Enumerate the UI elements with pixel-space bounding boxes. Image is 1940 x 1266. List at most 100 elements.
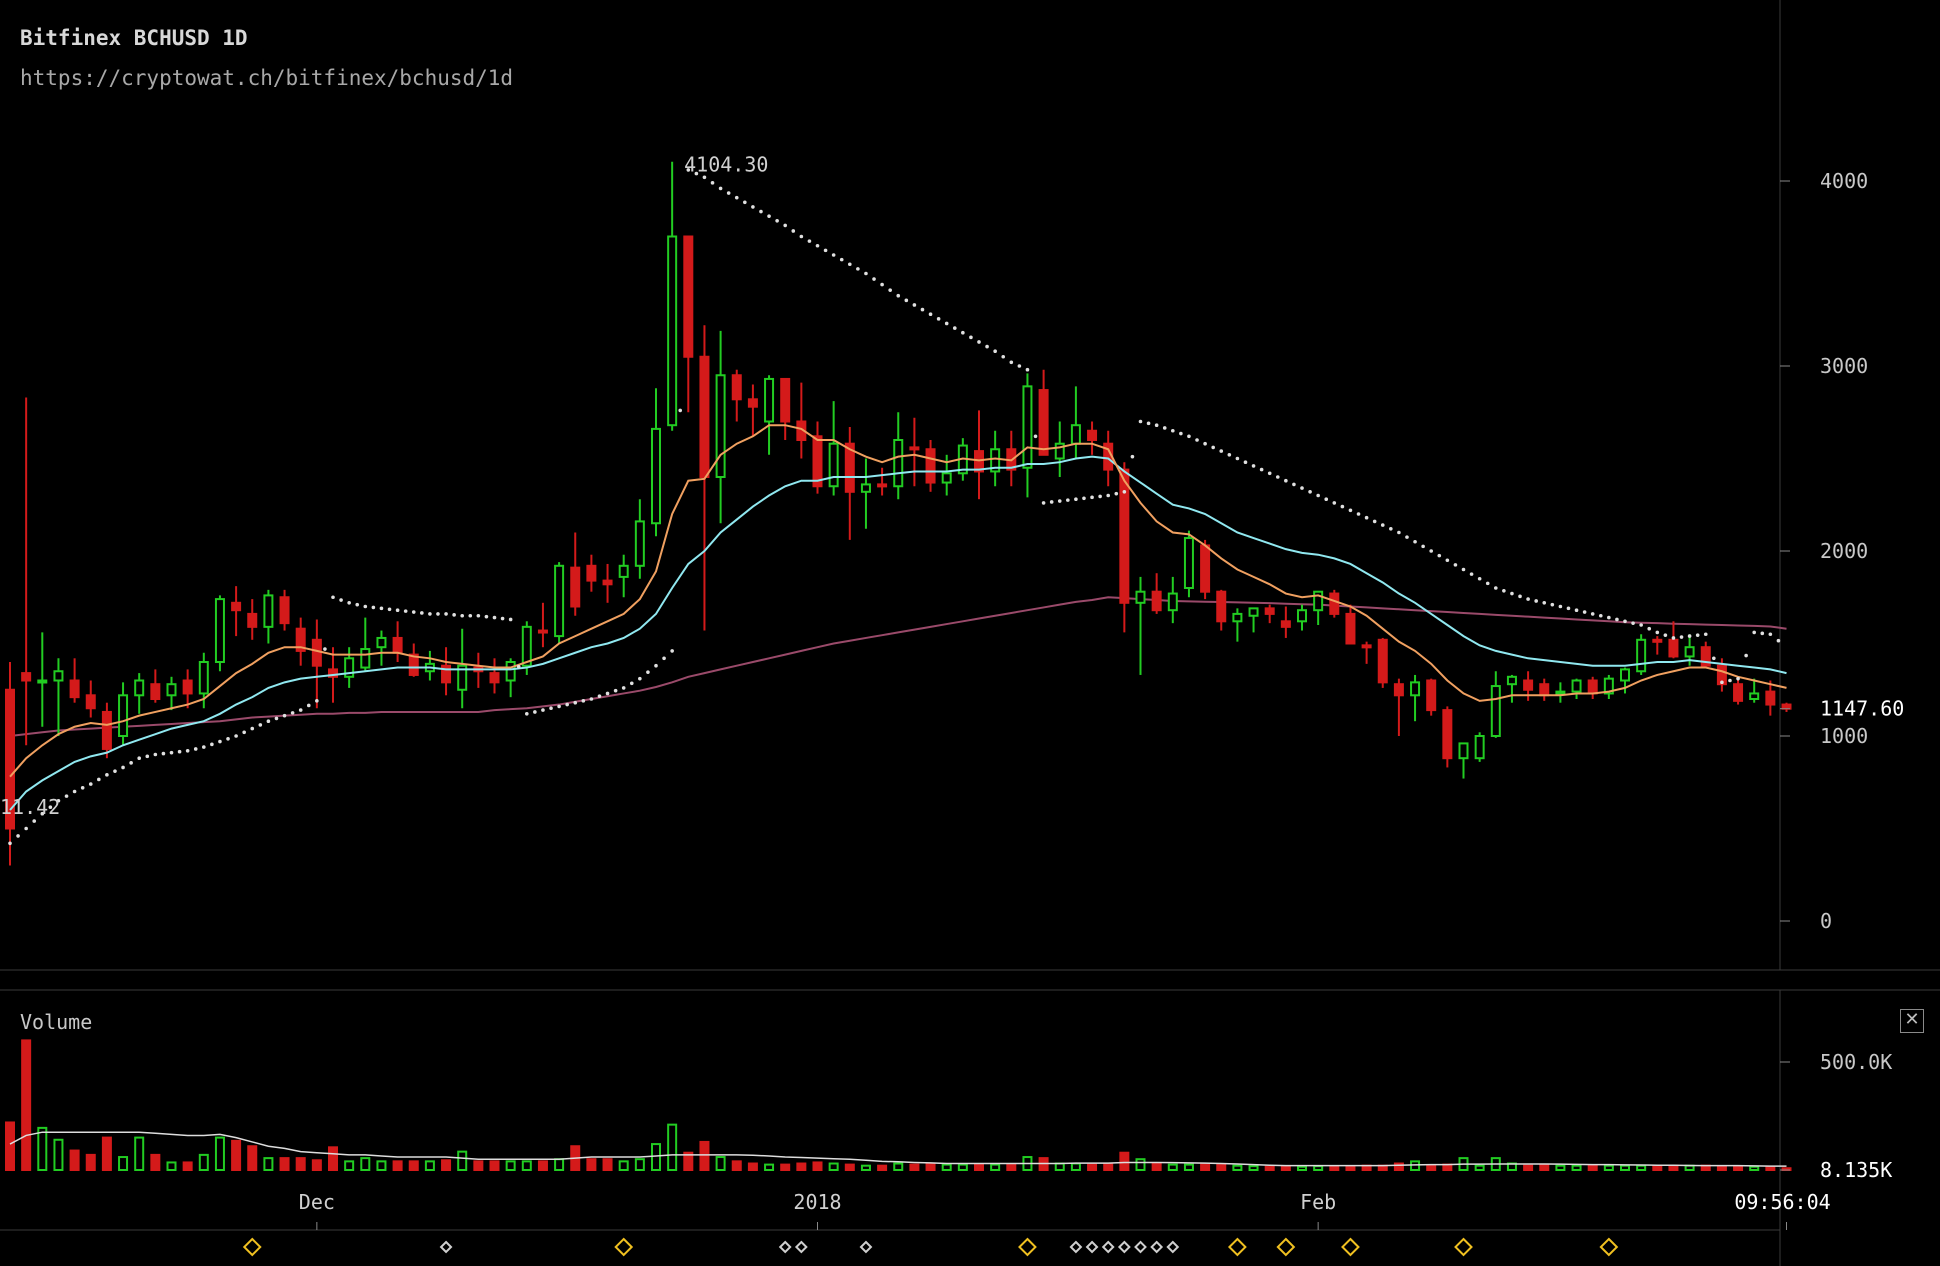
- close-icon[interactable]: ✕: [1900, 1009, 1924, 1033]
- candle-body: [1426, 679, 1437, 712]
- psar-dot: [1074, 497, 1078, 502]
- candle: [1216, 589, 1227, 631]
- psar-dot: [1429, 549, 1433, 553]
- psar-dot: [282, 713, 287, 718]
- psar-dot: [533, 710, 537, 714]
- candle: [1248, 607, 1259, 633]
- psar-dot: [1009, 360, 1014, 365]
- psar-dot: [743, 200, 747, 205]
- last-price-label: 1147.60: [1820, 697, 1904, 721]
- volume-bar: [5, 1121, 15, 1171]
- psar-dot: [791, 229, 796, 233]
- candle-body: [667, 235, 678, 427]
- high-price-label: 4104.30: [684, 153, 768, 177]
- psar-dot: [266, 719, 271, 723]
- candle-body: [1587, 679, 1598, 695]
- psar-dot: [1146, 421, 1151, 426]
- candle: [1458, 742, 1469, 779]
- candle-body: [198, 661, 209, 695]
- candle: [1313, 590, 1324, 625]
- psar-dot: [1736, 676, 1740, 681]
- candle-body: [247, 612, 258, 628]
- event-marker-diamond: [778, 1240, 792, 1254]
- psar-dot: [557, 704, 561, 709]
- candle-body: [1652, 638, 1663, 643]
- candle: [1539, 678, 1550, 701]
- candle: [1038, 369, 1049, 456]
- volume-bar: [731, 1160, 742, 1171]
- psar-dot: [1308, 490, 1312, 494]
- volume-bar: [1668, 1164, 1679, 1172]
- psar-dot: [113, 769, 117, 773]
- psar-dot: [1485, 581, 1490, 586]
- candle: [1054, 421, 1065, 477]
- candle-body: [1264, 607, 1275, 615]
- candle-body: [489, 672, 500, 684]
- psar-dot: [549, 706, 553, 711]
- psar-dot: [56, 798, 61, 803]
- psar-dot: [80, 786, 85, 790]
- candle-body: [780, 377, 791, 423]
- psar-dot: [710, 181, 715, 185]
- psar-dot: [896, 293, 901, 298]
- candle: [1652, 636, 1663, 655]
- volume-bar: [667, 1123, 678, 1172]
- low-price-label: 11.42: [0, 795, 60, 819]
- candle-body: [279, 596, 290, 625]
- psar-dot: [1251, 464, 1256, 468]
- psar-dot: [1275, 475, 1280, 479]
- candle-body: [683, 235, 694, 358]
- psar-dot: [1187, 434, 1191, 439]
- psar-dot: [977, 340, 981, 344]
- volume-bar: [1103, 1162, 1114, 1172]
- volume-bar: [860, 1164, 871, 1172]
- price-tick-label: 2000: [1820, 539, 1868, 563]
- psar-dot: [193, 747, 198, 751]
- volume-bar: [21, 1039, 32, 1172]
- candle: [618, 554, 629, 598]
- volume-bar: [796, 1162, 807, 1172]
- psar-dot: [1203, 441, 1207, 446]
- volume-bar: [844, 1163, 855, 1171]
- candle-body: [1733, 683, 1744, 702]
- volume-bar: [1733, 1165, 1744, 1172]
- volume-bar: [1280, 1165, 1291, 1172]
- psar-dot: [751, 205, 755, 209]
- volume-bar: [764, 1163, 775, 1171]
- candle-body: [1329, 592, 1340, 615]
- psar-dot: [1712, 656, 1716, 661]
- psar-dot: [775, 218, 779, 223]
- candle: [683, 235, 694, 413]
- psar-dot: [1292, 482, 1296, 487]
- volume-bar: [457, 1150, 468, 1172]
- psar-dot: [1057, 499, 1062, 503]
- chart-url[interactable]: https://cryptowat.ch/bitfinex/bchusd/1d: [20, 66, 514, 90]
- psar-dot: [145, 754, 150, 759]
- candle: [1361, 641, 1372, 664]
- psar-dot: [1752, 630, 1756, 635]
- parabolic-sar-dots: 4104.30 11.42: [0, 153, 1781, 846]
- event-marker-diamond: [1599, 1237, 1619, 1257]
- psar-dot: [872, 277, 876, 281]
- volume-bar: [263, 1157, 274, 1171]
- psar-dot: [169, 750, 174, 755]
- candle: [1167, 576, 1178, 624]
- volume-bar: [1054, 1162, 1065, 1172]
- volume-bar: [424, 1160, 435, 1171]
- psar-dot: [856, 267, 860, 271]
- psar-dot: [1389, 527, 1393, 531]
- psar-dot: [1639, 623, 1643, 627]
- candle: [1587, 676, 1598, 699]
- psar-dot: [218, 739, 222, 744]
- psar-dot: [613, 688, 618, 693]
- volume-bar: [602, 1158, 613, 1171]
- volume-bar: [828, 1162, 839, 1172]
- candle: [344, 647, 355, 688]
- candle-body: [1183, 537, 1194, 589]
- psar-dot: [242, 730, 246, 735]
- psar-dot: [379, 606, 384, 611]
- candle: [1442, 706, 1453, 768]
- psar-dot: [944, 321, 949, 326]
- psar-dot: [444, 612, 448, 616]
